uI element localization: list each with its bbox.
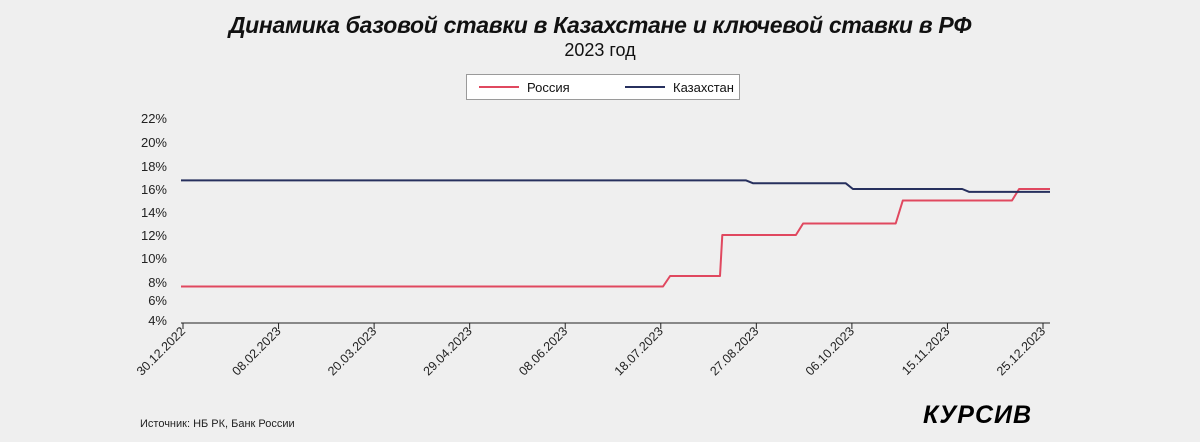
y-tick-label: 16% — [141, 182, 167, 197]
x-tick-label: 06.10.2023 — [803, 324, 857, 378]
x-tick-label: 08.06.2023 — [516, 324, 570, 378]
series-group — [181, 179, 1050, 288]
y-tick-label: 20% — [141, 135, 167, 150]
x-tick-label: 20.03.2023 — [325, 324, 379, 378]
legend-label-russia: Россия — [527, 79, 570, 95]
x-tick-label: 25.12.2023 — [994, 324, 1048, 378]
chart-title: Динамика базовой ставки в Казахстане и к… — [228, 12, 972, 38]
legend-swatch-kazakhstan — [625, 86, 665, 88]
x-tick-label: 29.04.2023 — [421, 324, 475, 378]
x-tick-label: 08.02.2023 — [230, 324, 284, 378]
y-tick-label: 10% — [141, 251, 167, 266]
y-axis: 22% 20% 18% 16% 14% 12% 10% 8% 6% 4% — [141, 111, 167, 328]
y-tick-label: 14% — [141, 205, 167, 220]
y-tick-label: 8% — [148, 275, 167, 290]
x-tick-label: 27.08.2023 — [707, 324, 761, 378]
x-tick-label: 15.11.2023 — [899, 324, 953, 378]
legend-swatch-russia — [479, 86, 519, 88]
y-tick-label: 4% — [148, 313, 167, 328]
x-axis: 30.12.2022 08.02.2023 20.03.2023 29.04.2023… — [134, 322, 1050, 378]
y-tick-label: 22% — [141, 111, 167, 126]
y-tick-label: 12% — [141, 228, 167, 243]
series-line-kazakhstan — [181, 179, 1050, 193]
chart-legend: Россия Казахстан — [466, 74, 740, 100]
x-tick-label: 30.12.2022 — [134, 324, 188, 378]
legend-label-kazakhstan: Казахстан — [673, 79, 734, 95]
x-tick-label: 18.07.2023 — [612, 324, 666, 378]
legend-item-russia: Россия — [479, 75, 570, 99]
y-tick-label: 18% — [141, 159, 167, 174]
series-line-russia — [181, 188, 1050, 288]
source-note: Источник: НБ РК, Банк России — [140, 418, 295, 430]
chart-subtitle: 2023 год — [564, 40, 636, 60]
kursiv-logo: КУРСИВ — [923, 401, 1033, 429]
legend-item-kazakhstan: Казахстан — [625, 75, 734, 99]
y-tick-label: 6% — [148, 293, 167, 308]
